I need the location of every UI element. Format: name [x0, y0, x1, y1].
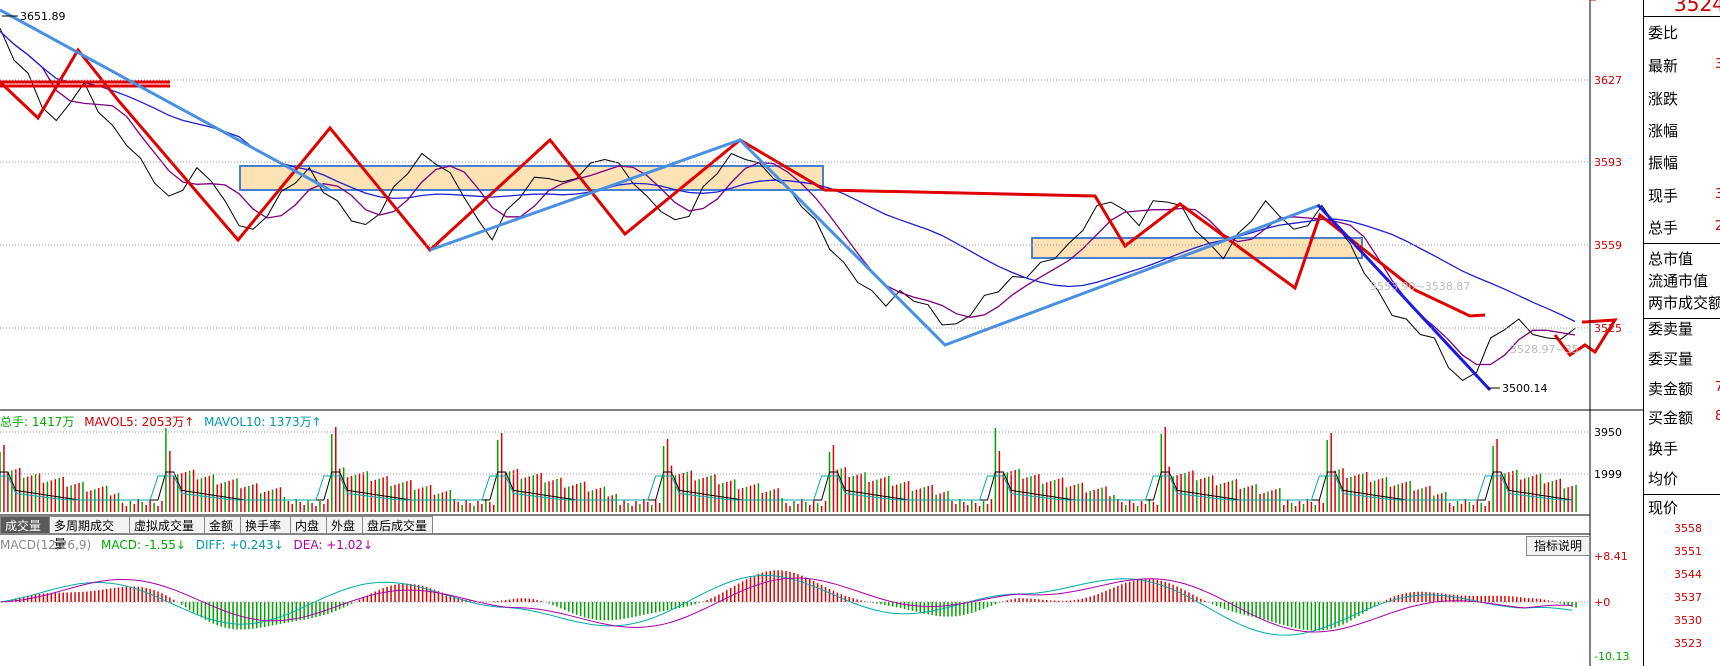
mavol5-label: MAVOL5: 2053万↑: [84, 415, 195, 429]
high-label: 3651.89: [20, 10, 66, 23]
quote-label-11: 委卖量: [1648, 320, 1694, 338]
price-tick-label: 3525: [1594, 322, 1622, 335]
quote-value-6: 3: [1715, 187, 1720, 202]
tab-7[interactable]: 外盘: [327, 516, 363, 534]
ma-short-line: [0, 30, 1576, 366]
quote-value-2: 3: [1715, 57, 1720, 72]
dea-line: [0, 577, 1573, 633]
quote-label-17: 现价: [1648, 499, 1679, 517]
quote-value-7: 2: [1715, 219, 1720, 234]
volume-panel: [0, 427, 1577, 512]
quote-label-6: 现手: [1648, 187, 1679, 205]
quote-label-1: 委比: [1648, 24, 1679, 42]
quote-label-2: 最新: [1648, 57, 1679, 75]
mini-price-tick: 3537: [1674, 591, 1702, 604]
quote-label-16: 均价: [1648, 470, 1679, 488]
arrow-red: [1553, 318, 1618, 358]
mini-price-tick: 3551: [1674, 545, 1702, 558]
overlay-range-label: 3553.90~3538.87: [1370, 280, 1470, 293]
axes: 3627 3593 3559 3525 3950 1999 +8.41 +0 -10.13: [0, 0, 1643, 666]
price-tick-label: 3559: [1594, 239, 1622, 252]
indicator-help-button[interactable]: 指标说明: [1526, 536, 1590, 556]
volume-total-label: 总手: 1417万: [0, 415, 75, 429]
mavol10-label: MAVOL10: 1373万↑: [204, 415, 322, 429]
trend-line-dark-blue: [1316, 203, 1492, 392]
mavol5-line: [0, 471, 1573, 501]
macd-tick-label: +0: [1594, 596, 1610, 609]
low-label: 3500.14: [1502, 382, 1548, 395]
macd-tick-label: -10.13: [1594, 650, 1629, 663]
quote-label-13: 卖金额: [1648, 380, 1694, 398]
price-tick-label: 3627: [1594, 74, 1622, 87]
volume-legend: 总手: 1417万 MAVOL5: 2053万↑ MAVOL10: 1373万↑: [0, 413, 328, 430]
mavol10-line: [0, 475, 1573, 501]
quote-label-8: 总市值: [1648, 250, 1694, 268]
tab-1[interactable]: 成交量: [0, 516, 50, 534]
quote-top-value: 3524.: [1674, 0, 1720, 16]
macd-legend: MACD(12,26,9) MACD: -1.55↓ DIFF: +0.243↓…: [0, 538, 379, 552]
mini-price-tick: 3558: [1674, 522, 1702, 535]
quote-label-14: 买金额: [1648, 409, 1694, 427]
dea-label: DEA: +1.02↓: [293, 538, 374, 552]
macd-panel: [0, 570, 1577, 636]
quote-label-4: 涨幅: [1648, 122, 1679, 140]
quote-label-9: 流通市值: [1648, 272, 1709, 290]
volume-tick-label: 1999: [1594, 468, 1622, 481]
tab-8[interactable]: 盘后成交量: [363, 516, 433, 534]
overlay-range-label-2: 3528.97~35: [1510, 343, 1579, 356]
quote-label-5: 振幅: [1648, 154, 1679, 172]
price-tick-label: 3593: [1594, 156, 1622, 169]
volume-tick-label: 3950: [1594, 426, 1622, 439]
quote-label-10: 两市成交额: [1648, 294, 1720, 312]
macd-value-label: MACD: -1.55↓: [100, 538, 186, 552]
tab-4[interactable]: 金额: [205, 516, 241, 534]
quote-label-3: 涨跌: [1648, 90, 1679, 108]
tab-3[interactable]: 虚拟成交量: [130, 516, 205, 534]
mini-price-tick: 3544: [1674, 568, 1702, 581]
diff-label: DIFF: +0.243↓: [195, 538, 284, 552]
quote-label-15: 换手: [1648, 440, 1679, 458]
tab-2[interactable]: 多周期成交量: [50, 516, 130, 551]
quote-label-12: 委买量: [1648, 350, 1694, 368]
quote-label-7: 总手: [1648, 219, 1679, 237]
mini-price-tick: 3530: [1674, 614, 1702, 627]
quote-value-14: 8: [1715, 409, 1720, 424]
macd-tick-label: +8.41: [1594, 550, 1628, 563]
tab-6[interactable]: 内盘: [291, 516, 327, 534]
macd-name-label: MACD(12,26,9): [0, 538, 92, 552]
tab-5[interactable]: 换手率: [241, 516, 291, 534]
quote-value-13: 7: [1715, 380, 1720, 395]
price-panel: 3651.89 3500.14 3553.90~3538.87 3528.97~35: [0, 8, 1618, 395]
mini-price-tick: 3523: [1674, 637, 1702, 650]
